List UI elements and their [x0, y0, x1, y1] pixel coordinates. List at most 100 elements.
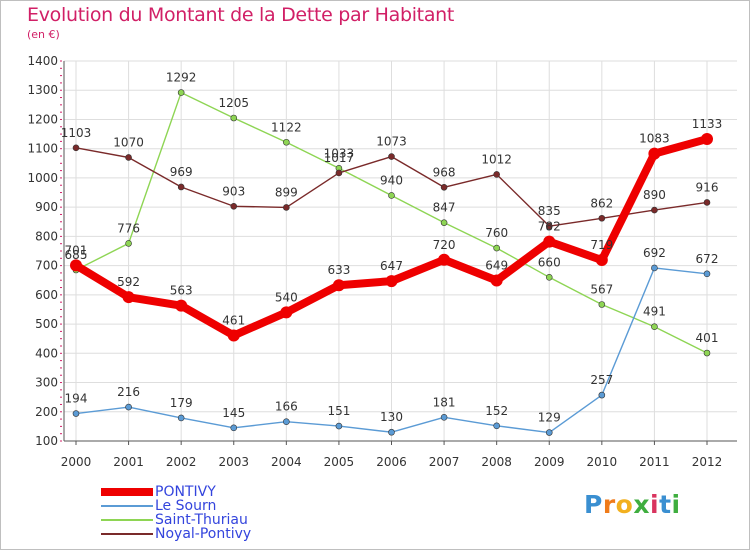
data-label: 592	[117, 275, 140, 289]
data-point	[175, 299, 188, 312]
data-label: 1012	[481, 152, 512, 166]
data-label: 720	[433, 238, 456, 252]
data-point	[280, 306, 293, 319]
data-point	[651, 206, 658, 214]
data-label: 563	[170, 284, 193, 298]
data-label: 1133	[692, 117, 723, 131]
logo-letter: i	[650, 490, 660, 519]
data-label: 660	[538, 255, 561, 269]
data-point	[72, 410, 80, 417]
data-point	[283, 138, 290, 146]
data-label: 166	[275, 400, 298, 414]
data-point	[388, 153, 395, 160]
data-point	[388, 428, 395, 436]
legend-label: PONTIVY	[155, 484, 216, 500]
y-tick-label: 500	[35, 317, 58, 331]
y-tick-label: 1000	[27, 171, 58, 185]
logo-letter: x	[633, 490, 650, 519]
data-label: 257	[590, 373, 613, 387]
data-label: 940	[380, 173, 403, 187]
data-label: 1070	[113, 135, 144, 149]
x-tick-label: 2006	[376, 455, 407, 469]
data-point	[335, 422, 343, 430]
data-point	[598, 214, 606, 222]
plot-area	[64, 61, 737, 441]
x-tick-label: 2001	[113, 455, 144, 469]
y-tick-label: 400	[35, 346, 58, 360]
data-label: 685	[65, 248, 88, 262]
data-point	[703, 199, 711, 206]
data-label: 151	[327, 404, 350, 418]
data-label: 194	[65, 392, 88, 406]
y-tick-label: 100	[35, 434, 58, 448]
data-point	[598, 301, 606, 308]
data-point	[703, 349, 711, 357]
data-label: 491	[643, 305, 666, 319]
data-point	[283, 418, 290, 426]
y-tick-label: 1100	[27, 142, 58, 156]
legend-label: Saint-Thuriau	[155, 512, 248, 528]
data-label: 1205	[218, 96, 249, 110]
y-tick-label: 900	[35, 200, 58, 214]
data-label: 647	[380, 259, 403, 273]
legend-swatch	[101, 505, 153, 507]
logo-letter: i	[671, 490, 681, 519]
data-point	[70, 259, 82, 272]
y-tick-label: 1400	[27, 54, 58, 68]
logo-letter: o	[615, 490, 634, 519]
data-label: 1073	[376, 135, 407, 149]
data-point	[177, 89, 185, 96]
data-label: 567	[590, 282, 613, 296]
data-label: 776	[117, 221, 140, 235]
x-tick-label: 2012	[692, 455, 723, 469]
data-point	[440, 414, 448, 421]
data-label: 692	[643, 246, 666, 260]
data-point	[545, 222, 553, 230]
x-tick-label: 2000	[61, 455, 92, 469]
data-label: 540	[275, 290, 298, 304]
x-tick-label: 2004	[271, 455, 302, 469]
data-point	[545, 429, 553, 436]
x-tick-label: 2003	[218, 455, 249, 469]
data-point	[230, 202, 238, 210]
x-tick-label: 2005	[324, 455, 355, 469]
data-point	[648, 147, 661, 160]
data-point	[177, 183, 185, 191]
x-tick-label: 2011	[639, 455, 670, 469]
y-tick-label: 700	[35, 259, 58, 273]
data-label: 1083	[639, 132, 670, 146]
proxiti-logo: Proxiti	[584, 490, 681, 519]
data-point	[545, 274, 553, 281]
data-point	[543, 235, 556, 248]
legend-swatch	[101, 533, 153, 535]
data-point	[493, 244, 500, 252]
data-point	[332, 279, 345, 292]
legend-label: Noyal-Pontivy	[155, 526, 252, 542]
data-label: 719	[590, 238, 613, 252]
data-point	[230, 114, 238, 122]
logo-letter: P	[584, 490, 603, 519]
data-label: 179	[170, 396, 193, 410]
data-label: 216	[117, 385, 140, 399]
data-label: 130	[380, 410, 403, 424]
y-tick-label: 1300	[27, 83, 58, 97]
x-tick-label: 2010	[587, 455, 618, 469]
data-label: 916	[696, 180, 719, 194]
data-point	[595, 254, 608, 267]
y-tick-label: 200	[35, 405, 58, 419]
data-point	[72, 144, 80, 152]
legend-swatch	[101, 488, 153, 496]
data-label: 152	[485, 404, 508, 418]
data-label: 1033	[324, 146, 355, 160]
data-label: 633	[327, 263, 350, 277]
y-tick-label: 800	[35, 229, 58, 243]
data-point	[493, 422, 500, 430]
y-tick-label: 600	[35, 288, 58, 302]
data-label: 129	[538, 411, 561, 425]
data-point	[440, 219, 448, 226]
legend-swatch	[101, 519, 153, 521]
data-label: 1292	[166, 71, 197, 85]
data-label: 1103	[61, 126, 92, 140]
logo-letter: r	[602, 490, 616, 519]
